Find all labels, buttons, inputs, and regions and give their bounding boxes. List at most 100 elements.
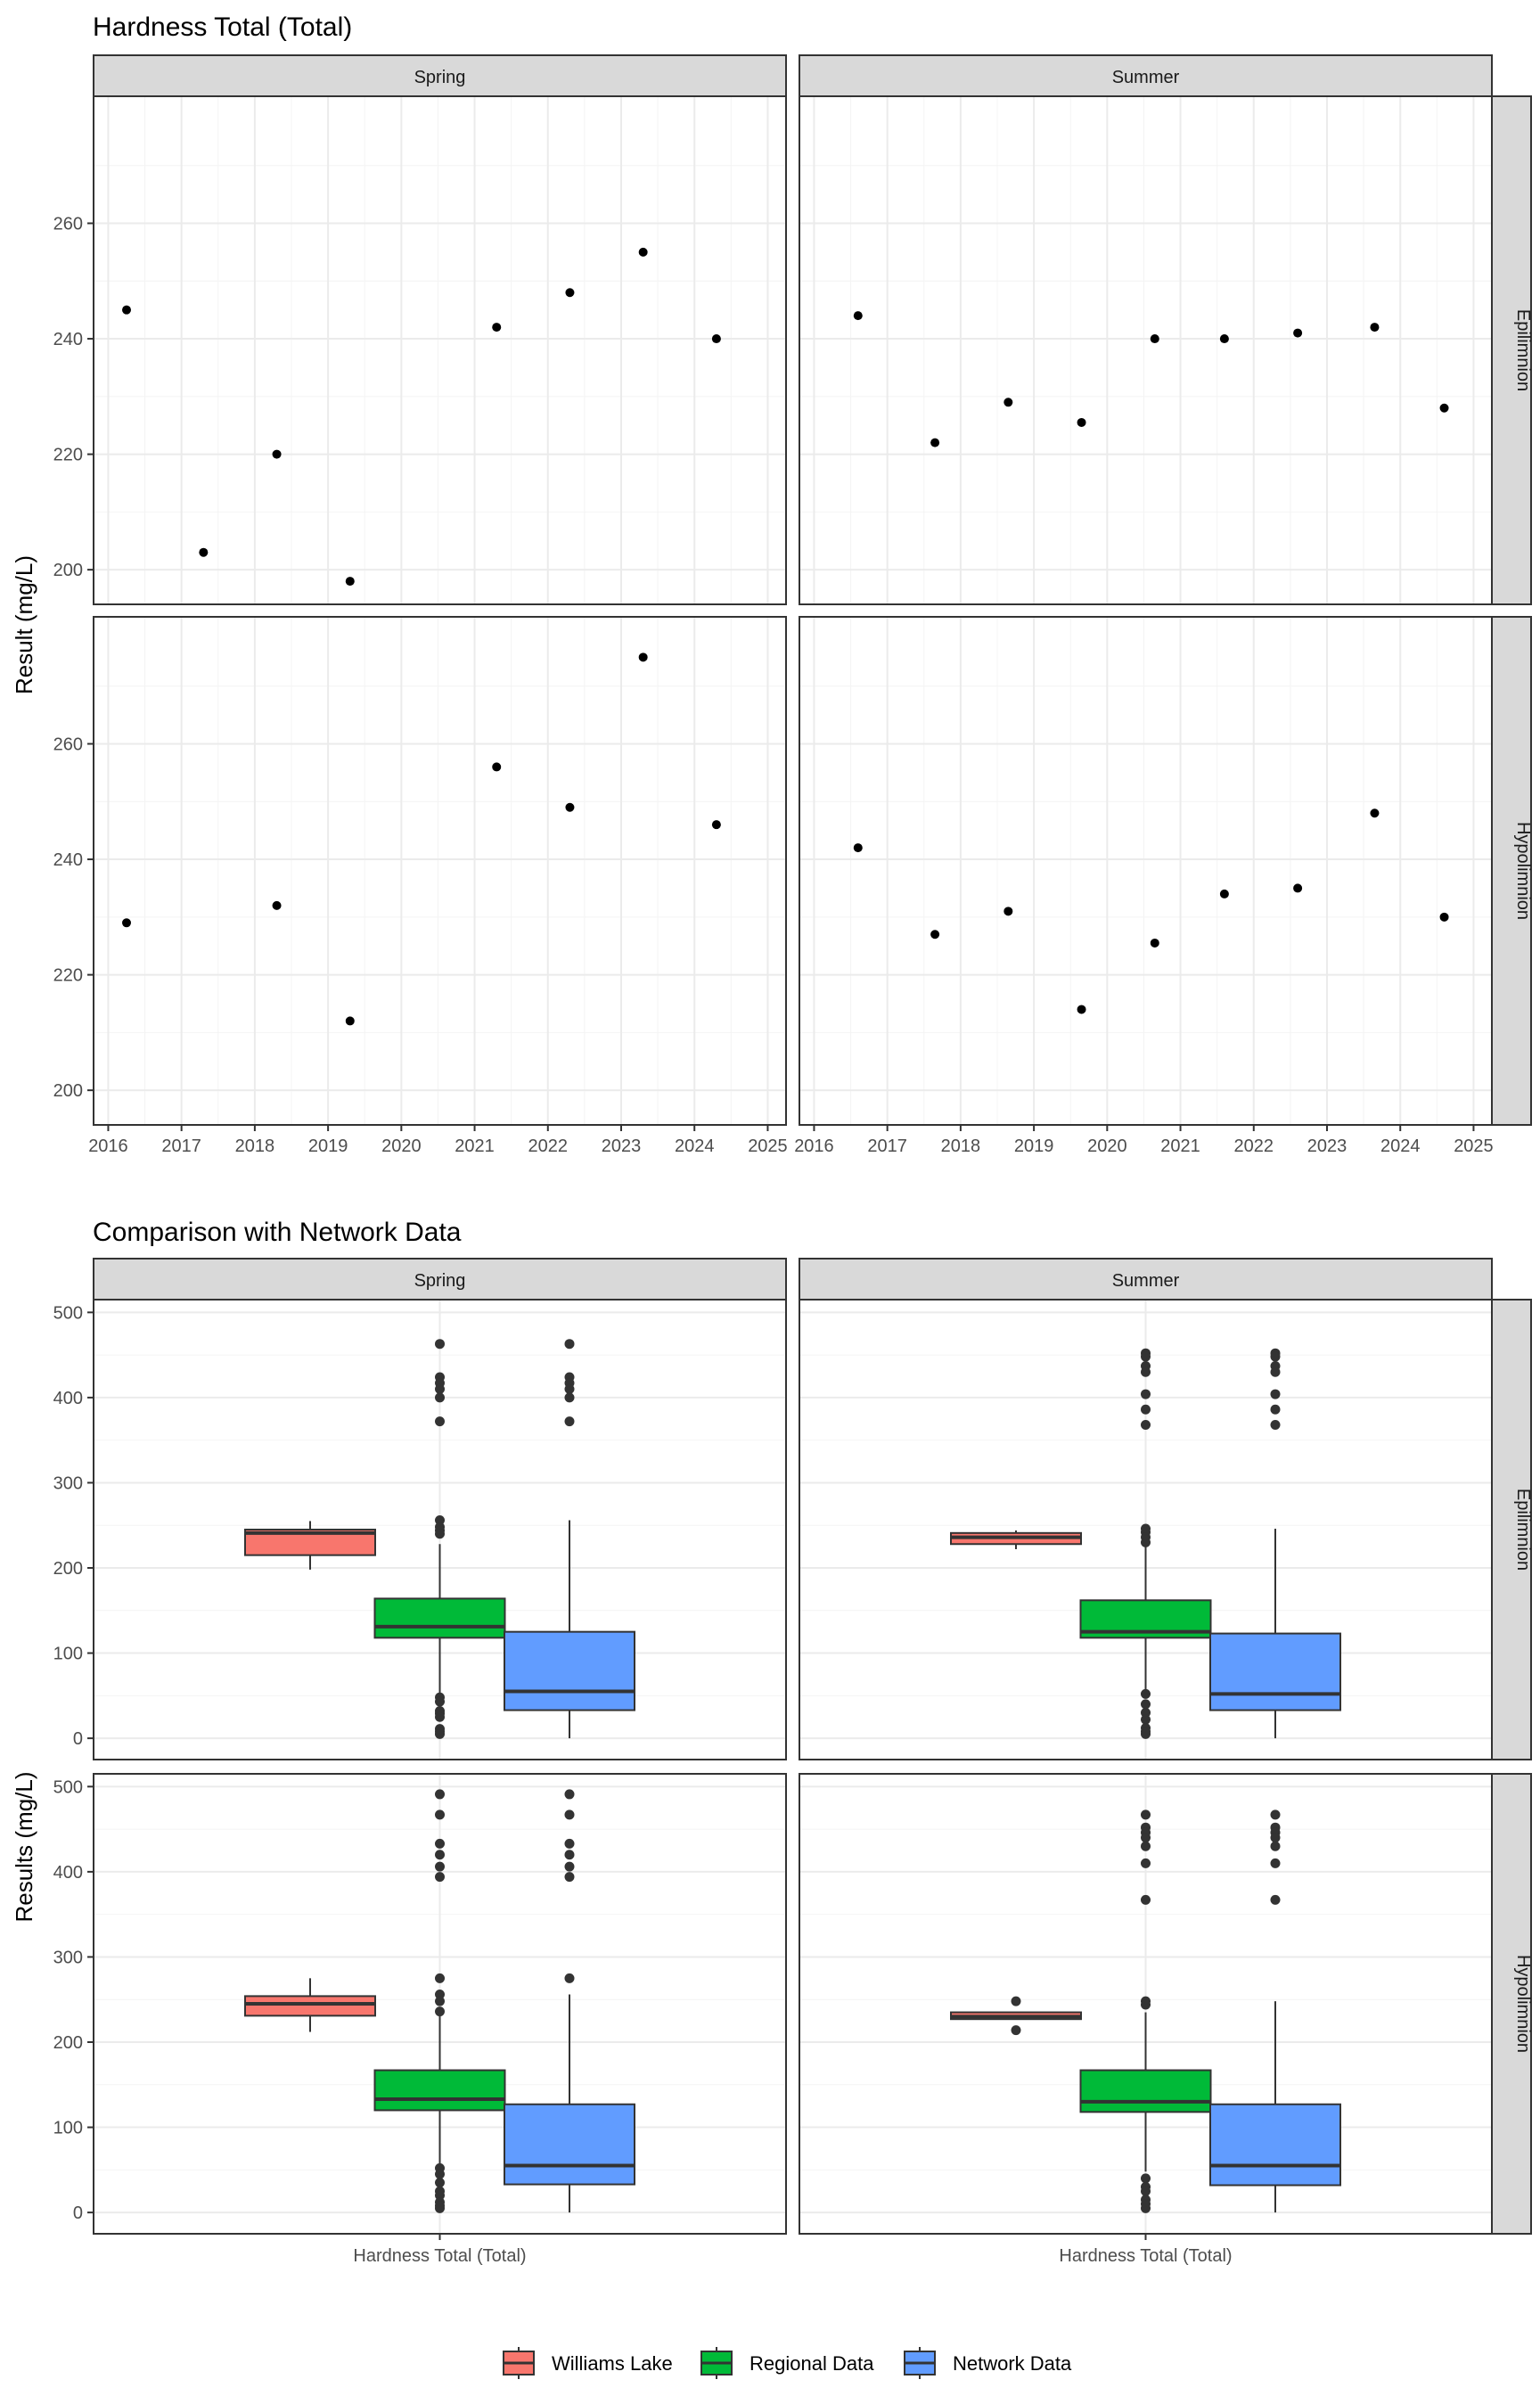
outlier-point bbox=[435, 1383, 445, 1394]
outlier-point bbox=[1011, 2025, 1021, 2036]
outlier-point bbox=[435, 1339, 445, 1350]
facet-label-hypolimnion: Hypolimnion bbox=[1513, 822, 1533, 920]
y-tick-label: 500 bbox=[53, 1303, 83, 1323]
y-tick-label: 200 bbox=[53, 1559, 83, 1579]
outlier-point bbox=[1270, 1894, 1281, 1905]
facet-strip-hypolimnion bbox=[1491, 616, 1532, 1126]
y-tick-label: 100 bbox=[53, 1645, 83, 1664]
data-point bbox=[122, 305, 131, 315]
data-point bbox=[565, 802, 575, 812]
outlier-point bbox=[435, 1850, 445, 1860]
outlier-point bbox=[435, 2169, 445, 2179]
outlier-point bbox=[435, 1989, 445, 1999]
outlier-point bbox=[1141, 1809, 1151, 1820]
x-tick-label: 2018 bbox=[941, 1136, 981, 1156]
outlier-point bbox=[1141, 1351, 1151, 1362]
x-tick-label: 2022 bbox=[1234, 1136, 1274, 1156]
y-tick-label: 400 bbox=[53, 1863, 83, 1883]
box-panel: Hardness Total (Total) bbox=[799, 1773, 1493, 2266]
x-tick-label: 2020 bbox=[1087, 1136, 1127, 1156]
box-body bbox=[1209, 2103, 1341, 2187]
box-body bbox=[244, 1995, 376, 2017]
outlier-point bbox=[1141, 1537, 1151, 1547]
facet-label-hypolimnion: Hypolimnion bbox=[1513, 1955, 1533, 2053]
outlier-point bbox=[435, 1416, 445, 1427]
outlier-point bbox=[1270, 1833, 1281, 1843]
x-tick-label: 2020 bbox=[381, 1136, 422, 1156]
outlier-point bbox=[1270, 1841, 1281, 1851]
data-point bbox=[1370, 323, 1380, 332]
facet-strip-spring bbox=[93, 54, 787, 97]
box-network-data bbox=[504, 1339, 635, 1739]
x-tick-label: 2021 bbox=[1160, 1136, 1200, 1156]
box-williams-lake bbox=[950, 1530, 1082, 1549]
outlier-point bbox=[1141, 2203, 1151, 2213]
data-point bbox=[199, 547, 209, 557]
outlier-point bbox=[435, 1838, 445, 1849]
scatter-y-axis-title: Result (mg/L) bbox=[11, 555, 37, 694]
data-point bbox=[1439, 912, 1449, 922]
data-point bbox=[565, 288, 575, 298]
y-tick-label: 260 bbox=[53, 735, 83, 755]
outlier-point bbox=[435, 1711, 445, 1722]
outlier-point bbox=[1270, 1404, 1281, 1415]
scatter-chart-title: Hardness Total (Total) bbox=[93, 12, 352, 42]
box-network-data bbox=[1209, 1809, 1341, 2213]
box-body bbox=[504, 2103, 635, 2186]
y-tick-label: 0 bbox=[73, 1729, 83, 1749]
outlier-point bbox=[1270, 1858, 1281, 1868]
box-network-data bbox=[504, 1789, 635, 2213]
outlier-point bbox=[1141, 1999, 1151, 2010]
facet-label-epilimnion: Epilimnion bbox=[1513, 309, 1533, 391]
outlier-point bbox=[435, 1872, 445, 1883]
scatter-panel bbox=[799, 95, 1493, 605]
y-tick-label: 500 bbox=[53, 1777, 83, 1797]
outlier-point bbox=[435, 1861, 445, 1872]
outlier-point bbox=[1270, 1366, 1281, 1377]
y-tick-label: 300 bbox=[53, 1473, 83, 1493]
box-panel bbox=[799, 1299, 1493, 1760]
outlier-point bbox=[1141, 1841, 1151, 1851]
y-tick-label: 200 bbox=[53, 2033, 83, 2053]
box-body bbox=[1079, 2069, 1212, 2113]
outlier-point bbox=[435, 1514, 445, 1525]
x-tick-label: 2023 bbox=[1307, 1136, 1348, 1156]
panel-border bbox=[799, 616, 1493, 1126]
x-tick-label: 2022 bbox=[528, 1136, 569, 1156]
box-body bbox=[373, 1597, 506, 1639]
panel-border bbox=[93, 95, 787, 605]
x-tick-label: 2025 bbox=[1454, 1136, 1494, 1156]
x-tick-label: 2025 bbox=[748, 1136, 788, 1156]
legend-label: Williams Lake bbox=[552, 2352, 673, 2375]
facet-strip-epilimnion bbox=[1491, 1299, 1532, 1760]
data-point bbox=[1293, 328, 1303, 338]
y-tick-label: 200 bbox=[53, 1081, 83, 1101]
scatter-panel: 200 220 240 260 2016 2017 2018 2019 2020 2021 2022… bbox=[53, 616, 788, 1156]
x-tick-label: 2019 bbox=[1014, 1136, 1054, 1156]
y-tick-label: 220 bbox=[53, 446, 83, 465]
outlier-point bbox=[1011, 1996, 1021, 2006]
outlier-point bbox=[1141, 1858, 1151, 1868]
facet-label-spring: Spring bbox=[414, 68, 466, 87]
outlier-point bbox=[564, 1339, 575, 1350]
outlier-point bbox=[1141, 1389, 1151, 1399]
outlier-point bbox=[435, 2006, 445, 2017]
x-tick-label: 2018 bbox=[235, 1136, 275, 1156]
outlier-point bbox=[1141, 1894, 1151, 1905]
outlier-point bbox=[1141, 1366, 1151, 1377]
data-point bbox=[272, 449, 282, 459]
x-tick-label: 2016 bbox=[794, 1136, 834, 1156]
x-tick-label: 2016 bbox=[88, 1136, 128, 1156]
box-regional-data bbox=[1079, 1809, 1212, 2213]
data-point bbox=[345, 577, 355, 587]
outlier-point bbox=[1141, 1404, 1151, 1415]
x-tick-label: 2017 bbox=[867, 1136, 907, 1156]
facet-label-summer: Summer bbox=[1112, 1271, 1180, 1291]
data-point bbox=[638, 652, 648, 662]
x-tick-label: 2021 bbox=[455, 1136, 495, 1156]
outlier-point bbox=[1141, 1419, 1151, 1430]
outlier-point bbox=[564, 1861, 575, 1872]
outlier-point bbox=[564, 1383, 575, 1394]
data-point bbox=[272, 900, 282, 910]
